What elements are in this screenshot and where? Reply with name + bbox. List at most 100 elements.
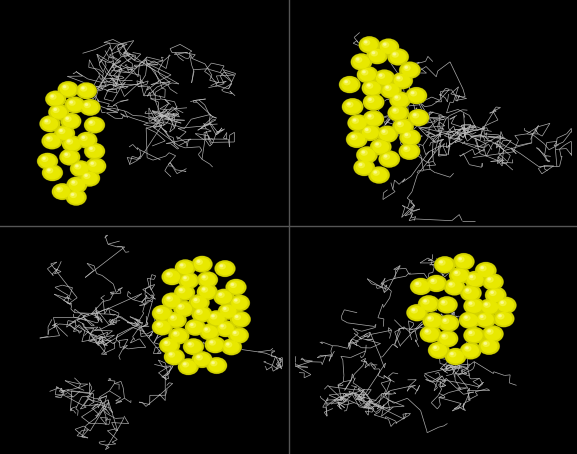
Circle shape — [424, 313, 443, 329]
Circle shape — [425, 315, 441, 327]
Circle shape — [38, 153, 57, 169]
Circle shape — [164, 349, 185, 365]
Circle shape — [389, 92, 410, 108]
Circle shape — [181, 264, 183, 266]
Circle shape — [407, 305, 428, 321]
Circle shape — [455, 271, 458, 273]
Circle shape — [205, 328, 207, 330]
Circle shape — [219, 293, 222, 295]
Circle shape — [357, 161, 372, 173]
Circle shape — [233, 331, 238, 336]
Circle shape — [164, 295, 180, 307]
Circle shape — [200, 325, 219, 340]
Circle shape — [86, 158, 106, 173]
Circle shape — [209, 340, 215, 345]
Circle shape — [425, 329, 430, 334]
Circle shape — [488, 330, 490, 332]
Circle shape — [501, 301, 503, 303]
Circle shape — [90, 162, 96, 166]
Circle shape — [459, 312, 480, 328]
Circle shape — [175, 285, 194, 300]
Circle shape — [437, 331, 458, 347]
Circle shape — [53, 184, 72, 199]
Circle shape — [485, 328, 501, 340]
Circle shape — [40, 116, 60, 132]
Circle shape — [65, 117, 71, 121]
Circle shape — [60, 149, 80, 165]
Circle shape — [85, 118, 104, 133]
Circle shape — [354, 56, 369, 68]
Circle shape — [48, 169, 50, 171]
Circle shape — [460, 343, 481, 359]
Circle shape — [69, 191, 84, 203]
Circle shape — [340, 77, 359, 92]
Circle shape — [44, 119, 50, 124]
Circle shape — [411, 279, 431, 294]
Circle shape — [84, 103, 90, 108]
Circle shape — [496, 313, 511, 325]
Circle shape — [197, 356, 200, 358]
Circle shape — [385, 85, 391, 90]
Circle shape — [362, 80, 383, 96]
Circle shape — [485, 276, 501, 288]
Circle shape — [81, 136, 87, 140]
Circle shape — [447, 281, 462, 293]
Circle shape — [64, 153, 70, 157]
Circle shape — [58, 188, 60, 190]
Circle shape — [368, 84, 370, 86]
Circle shape — [54, 125, 74, 141]
Circle shape — [488, 289, 504, 301]
Circle shape — [392, 52, 398, 57]
Circle shape — [485, 287, 506, 303]
Circle shape — [448, 350, 463, 363]
Circle shape — [43, 158, 45, 159]
Circle shape — [468, 331, 474, 336]
Circle shape — [406, 88, 426, 104]
Circle shape — [207, 311, 227, 326]
Circle shape — [428, 342, 449, 358]
Circle shape — [222, 339, 241, 355]
Circle shape — [170, 353, 172, 355]
Circle shape — [214, 289, 234, 305]
Circle shape — [354, 160, 374, 175]
Circle shape — [441, 317, 456, 329]
Circle shape — [445, 349, 466, 365]
Circle shape — [388, 49, 409, 65]
Circle shape — [371, 51, 377, 56]
Circle shape — [184, 339, 203, 354]
Circle shape — [402, 132, 418, 143]
Circle shape — [200, 286, 215, 298]
Circle shape — [498, 314, 504, 319]
Circle shape — [410, 278, 431, 295]
Circle shape — [350, 117, 366, 129]
Circle shape — [224, 341, 239, 353]
Circle shape — [399, 143, 420, 159]
Circle shape — [65, 97, 85, 113]
Circle shape — [359, 163, 362, 166]
Circle shape — [192, 306, 212, 322]
Circle shape — [435, 257, 455, 272]
Circle shape — [80, 100, 100, 115]
Circle shape — [197, 261, 200, 262]
Circle shape — [205, 337, 225, 352]
Circle shape — [459, 258, 462, 260]
Circle shape — [226, 279, 246, 295]
Circle shape — [384, 155, 387, 157]
Circle shape — [428, 317, 431, 319]
Circle shape — [62, 85, 68, 90]
Circle shape — [197, 311, 200, 312]
Circle shape — [409, 89, 424, 102]
Circle shape — [192, 352, 212, 367]
Circle shape — [364, 111, 383, 127]
Circle shape — [372, 52, 374, 54]
Circle shape — [411, 308, 417, 313]
Circle shape — [180, 289, 182, 291]
Circle shape — [373, 141, 388, 153]
Circle shape — [391, 107, 406, 119]
Circle shape — [167, 273, 170, 275]
Circle shape — [156, 309, 163, 314]
Circle shape — [171, 330, 186, 342]
Circle shape — [361, 125, 380, 140]
Circle shape — [368, 98, 374, 103]
Circle shape — [50, 94, 56, 99]
